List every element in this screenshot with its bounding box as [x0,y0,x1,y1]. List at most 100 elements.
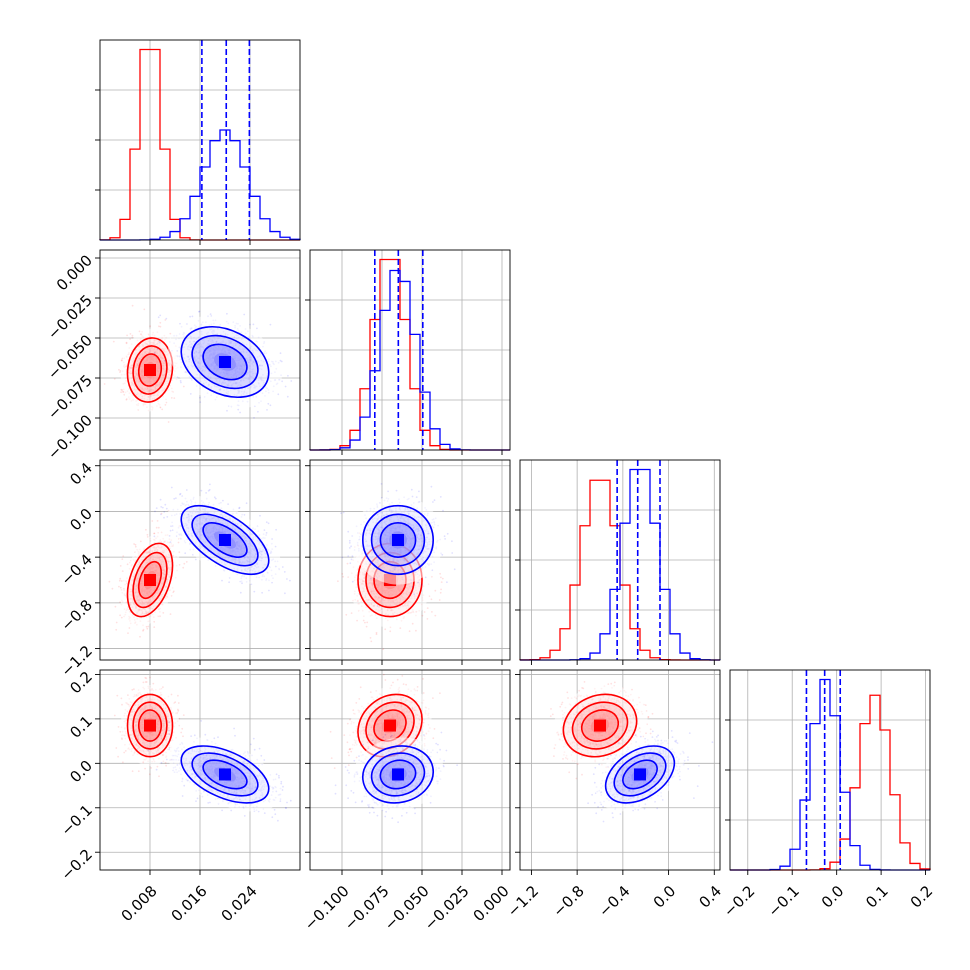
sample-point [189,393,192,395]
sample-point [120,616,123,619]
sample-point [120,359,123,362]
contour-line [191,334,259,390]
sample-point [241,582,243,585]
sample-point [164,319,167,321]
sample-point [121,558,124,560]
sample-point [114,605,117,608]
sample-point [153,620,156,623]
sample-point [131,304,134,307]
sample-point [120,580,123,582]
sample-point [149,325,152,328]
contour-line [126,542,174,618]
sample-point [257,410,259,413]
sample-point [238,507,241,510]
histogram-series-1 [520,468,721,661]
sample-point [198,310,201,313]
sample-point [120,391,122,394]
scatter-panel-2-0 [95,459,301,665]
sample-point [180,381,182,384]
sample-point [287,374,289,377]
sample-point [267,522,270,525]
sample-point [113,378,116,380]
sample-point [205,492,208,494]
sample-point [139,635,141,638]
sample-point [122,391,124,393]
sample-point [177,541,180,544]
sample-point [266,409,268,411]
sample-point [139,540,142,543]
sample-point [286,395,289,398]
sample-point [164,404,167,406]
sample-point [277,393,280,396]
sample-point [161,408,164,411]
contour-line [137,353,163,387]
sample-point [121,570,124,572]
sample-point [119,565,122,567]
sample-point [165,507,168,510]
sample-point [138,330,141,333]
histogram-panel-2 [515,459,721,665]
sample-point [269,404,272,407]
sample-point [173,397,176,399]
sample-point [167,421,170,423]
sample-point [191,315,194,318]
sample-point [185,561,188,563]
sample-point [151,520,154,522]
sample-point [227,503,230,505]
sample-point [111,587,114,590]
sample-point [153,626,156,628]
sample-point [179,380,182,382]
sample-point [121,389,124,391]
sample-point [263,529,266,531]
sample-point [243,313,246,316]
sample-point [279,352,282,355]
sample-point [275,528,277,531]
sample-point [261,591,263,594]
sample-point [182,385,185,388]
sample-point [153,352,156,354]
axes-frame [729,669,931,871]
contour-line [180,325,270,398]
sample-point [125,341,128,344]
sample-point [156,520,159,522]
sample-point [252,323,255,326]
sample-point [131,334,134,337]
histogram-panel-3 [725,669,931,875]
sample-point [303,417,305,419]
sample-point [119,601,121,604]
sample-point [159,498,162,501]
sample-point [169,541,172,543]
sample-point [162,612,165,614]
sample-point [280,360,283,363]
contour-line [132,345,168,395]
sample-point [269,323,272,326]
sample-point [160,513,162,516]
sample-point [239,411,242,414]
contour-line [137,560,163,600]
sample-point [119,614,121,617]
sample-point [128,627,131,629]
sample-point [159,615,161,618]
sample-point [119,586,122,589]
sample-point [267,402,270,405]
sample-point [175,497,177,500]
density-layer [103,304,305,423]
sample-point [179,493,181,496]
sample-point [198,310,200,313]
contour-line [126,337,174,403]
sample-point [226,312,228,315]
density-peak [144,364,156,376]
sample-point [129,338,132,341]
sample-point [284,385,287,388]
sample-point [125,398,128,401]
sample-point [146,536,149,538]
sample-point [146,627,149,630]
sample-point [279,359,282,362]
sample-point [134,545,137,548]
sample-point [155,526,158,529]
sample-point [159,325,162,328]
sample-point [185,489,188,491]
sample-point [159,314,162,317]
density-peak [219,356,231,368]
sample-point [209,313,212,315]
